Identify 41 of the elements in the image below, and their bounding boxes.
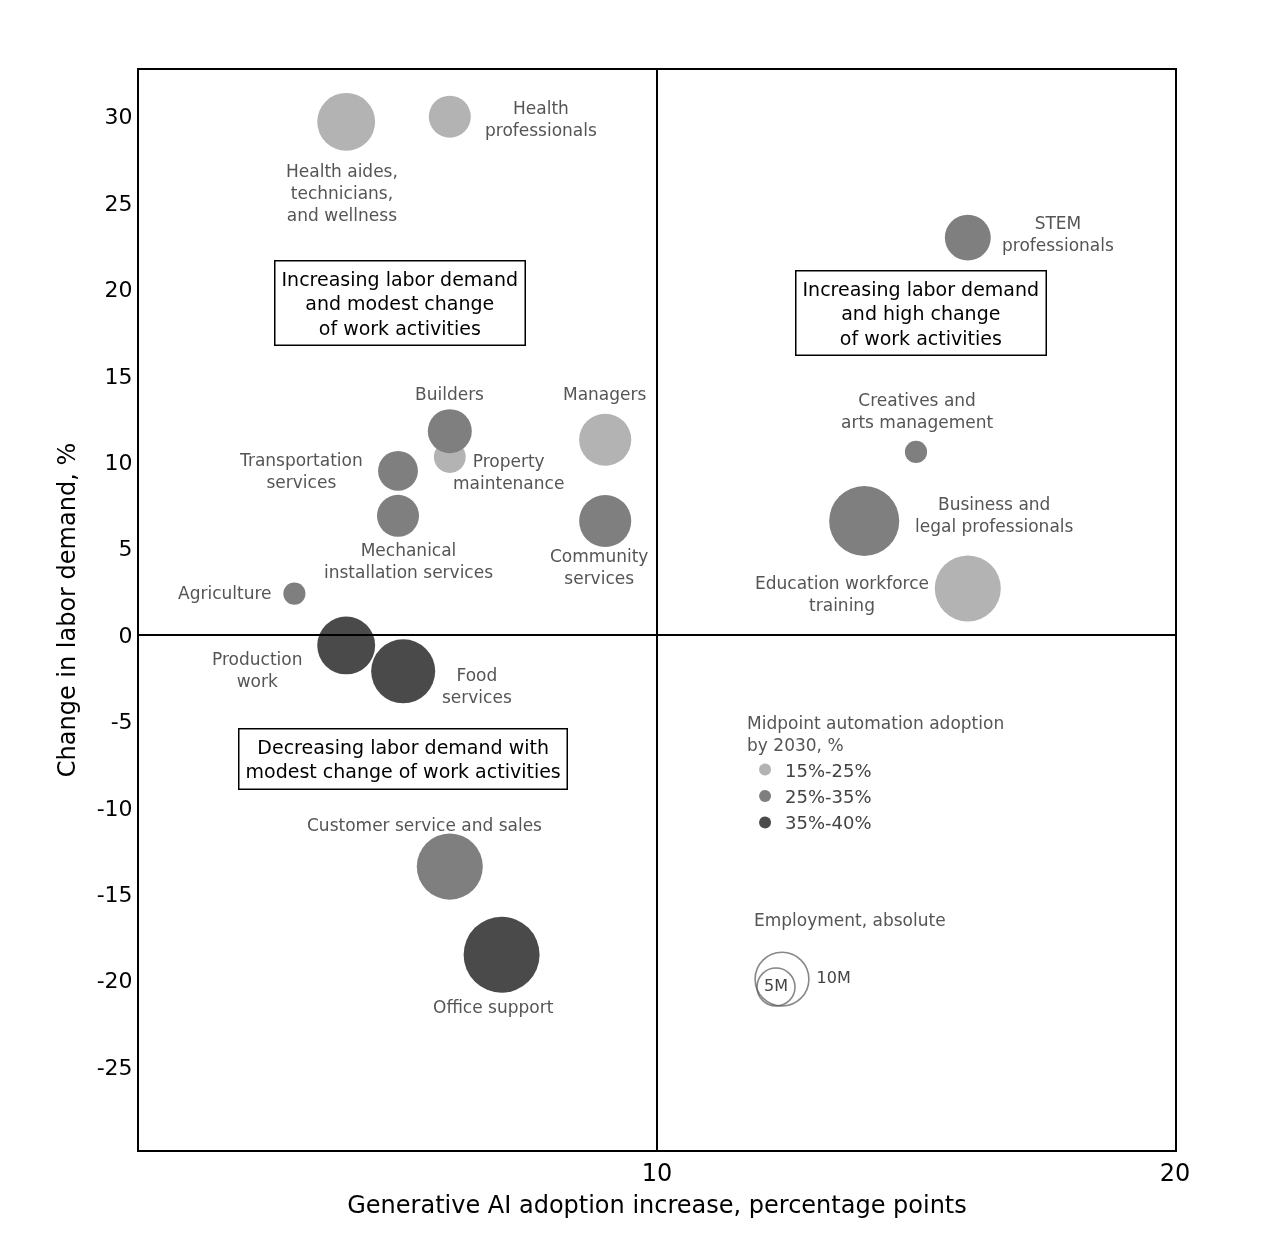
annotation: Health aides, technicians, and wellness [286,161,398,226]
legend-label: 25%-35% [785,786,872,808]
y-tick-label: 30 [104,104,133,130]
y-tick-label: -15 [96,881,133,907]
annotation: Education workforce training [755,573,929,616]
legend-label: 15%-25% [785,759,872,781]
y-tick-label: -10 [96,795,133,821]
annotation: Increasing labor demand and modest change of work activities [281,267,519,339]
annotation: Property maintenance [453,451,565,494]
annotation: Employment, absolute [754,910,946,930]
annotation: Agriculture [178,583,272,603]
annotation: Managers [563,384,647,404]
y-tick-label: 0 [118,622,133,648]
y-tick-label: 15 [104,363,133,389]
annotation: Builders [415,384,485,404]
y-tick-label: 25 [104,190,133,216]
annotation: Mechanical installation services [324,540,494,583]
y-tick-label: 10 [104,449,133,475]
annotation: STEM professionals [1002,213,1114,256]
y-tick-label: 5 [118,536,133,562]
annotation: Creatives and arts management [841,390,994,433]
legend-label: 10M [816,968,851,988]
annotation: Business and legal professionals [915,494,1074,537]
y-tick-label: -25 [96,1054,133,1080]
annotation: Office support [433,997,554,1017]
annotation: Transportation services [239,450,363,493]
annotation: Customer service and sales [307,815,543,835]
y-tick-label: -20 [96,968,133,994]
annotation: Production work [212,649,303,692]
annotation: Increasing labor demand and high change of work activities [802,277,1040,349]
annotation: Community services [550,546,649,589]
annotation: Decreasing labor demand with modest change of work activities [245,735,561,783]
y-axis-title: Change in labor demand, % [53,442,82,778]
legend-label: 5M [764,976,788,995]
y-tick-label: -5 [110,709,133,735]
x-axis-title: Generative AI adoption increase, percentage points [347,1190,967,1219]
legend-label: 35%-40% [785,812,872,834]
y-tick-label: 20 [104,277,133,303]
legend-title: Midpoint automation adoption by 2030, % [747,713,1005,756]
annotation: Health professionals [485,98,597,141]
annotation: Food services [442,665,512,708]
